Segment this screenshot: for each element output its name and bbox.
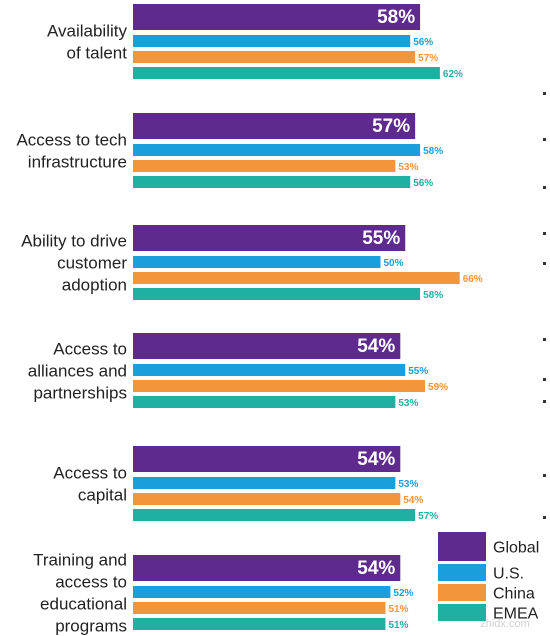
bar-emea <box>133 509 416 521</box>
data-label: 51% <box>388 620 408 631</box>
right-edge-fragment <box>541 0 550 636</box>
data-label: 54% <box>357 336 395 357</box>
legend: Global U.S. China EMEA <box>438 532 539 623</box>
legend-label: Global <box>493 540 539 557</box>
bar-us <box>133 144 421 156</box>
category-label: capital <box>78 486 127 505</box>
data-label: 56% <box>413 37 433 48</box>
bar-china <box>133 51 416 63</box>
category-label: educational <box>40 595 127 614</box>
bar-us <box>133 256 381 268</box>
bar-global <box>133 225 406 251</box>
data-label: 58% <box>423 146 443 157</box>
category-label: adoption <box>62 276 127 295</box>
watermark: zhidx.com <box>480 618 530 630</box>
category-label: Access to <box>53 340 127 359</box>
data-label: 54% <box>403 495 423 506</box>
bar-global <box>133 4 421 30</box>
bar-emea <box>133 618 386 630</box>
category-group: 54% 52% 51% 51% Training and access to educati… <box>33 551 413 636</box>
bar-china <box>133 160 396 172</box>
legend-swatch <box>438 604 486 621</box>
data-label: 51% <box>388 604 408 615</box>
legend-swatch <box>438 584 486 601</box>
data-label: 58% <box>377 7 415 28</box>
legend-swatch <box>438 532 486 561</box>
legend-label: U.S. <box>493 566 524 583</box>
legend-label: China <box>493 586 535 603</box>
data-label: 54% <box>357 558 395 579</box>
bar-china <box>133 272 460 284</box>
bar-china <box>133 493 401 505</box>
legend-swatch <box>438 564 486 581</box>
bar-us <box>133 477 396 489</box>
category-label: alliances and <box>28 362 127 381</box>
bar-us <box>133 35 411 47</box>
data-label: 54% <box>357 449 395 470</box>
category-label: infrastructure <box>28 153 127 172</box>
category-label: Availability <box>47 22 128 41</box>
data-label: 53% <box>398 162 418 173</box>
data-label: 56% <box>413 178 433 189</box>
category-label: partnerships <box>33 384 127 403</box>
bar-global <box>133 333 401 359</box>
category-group: 55% 50% 66% 58% Ability to drive customer adop… <box>21 225 483 301</box>
category-group: 58% 56% 57% 62% Availability of talent <box>47 4 463 80</box>
data-label: 62% <box>443 69 463 80</box>
data-label: 50% <box>384 258 404 269</box>
bar-china <box>133 380 426 392</box>
category-label: of talent <box>67 44 128 63</box>
data-label: 58% <box>423 290 443 301</box>
category-label: Training and <box>33 551 127 570</box>
data-label: 55% <box>362 228 400 249</box>
bar-emea <box>133 288 421 300</box>
category-group: 57% 58% 53% 56% Access to tech infrastructure <box>16 113 443 189</box>
bar-global <box>133 446 401 472</box>
data-label: 53% <box>398 398 418 409</box>
data-label: 53% <box>398 479 418 490</box>
bar-us <box>133 586 391 598</box>
bar-global <box>133 113 416 139</box>
data-label: 57% <box>418 511 438 522</box>
data-label: 66% <box>463 274 483 285</box>
category-group: 54% 55%59% 53% Access to alliances and partne… <box>28 333 448 409</box>
legend-label: EMEA <box>493 606 539 623</box>
category-label: customer <box>57 254 127 273</box>
bar-china <box>133 602 386 614</box>
bar-emea <box>133 176 411 188</box>
bar-emea <box>133 67 440 79</box>
data-label: 57% <box>418 53 438 64</box>
bar-us <box>133 364 406 376</box>
data-label: 55% <box>408 366 428 377</box>
category-label: Access to tech <box>16 131 127 150</box>
bar-global <box>133 555 401 581</box>
data-label: 59% <box>428 382 448 393</box>
watermark-text: zhidx.com <box>480 618 530 630</box>
category-label: programs <box>55 617 127 636</box>
category-label: Access to <box>53 464 127 483</box>
data-label: 57% <box>372 116 410 137</box>
bar-emea <box>133 396 396 408</box>
category-label: access to <box>55 573 127 592</box>
category-label: Ability to drive <box>21 232 127 251</box>
data-label: 52% <box>393 588 413 599</box>
